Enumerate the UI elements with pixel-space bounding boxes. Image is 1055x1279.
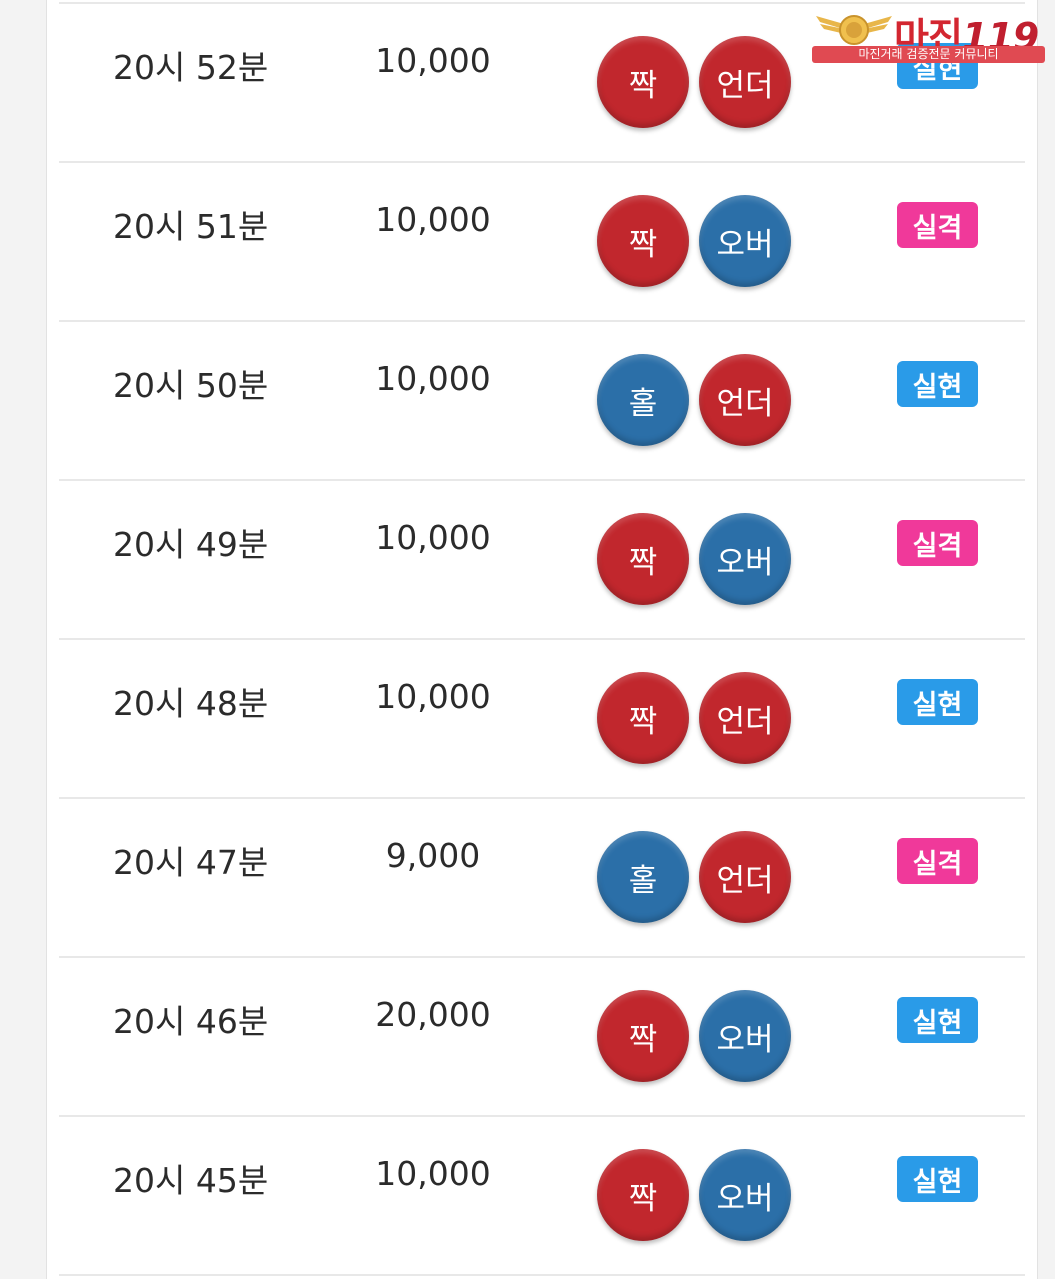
- result-badge: 실격: [897, 838, 978, 884]
- table-row[interactable]: 20시 45분 10,000 짝 오버 실현: [59, 1115, 1025, 1274]
- pick-over-under-chip: 언더: [699, 831, 791, 923]
- bet-amount: 20,000: [375, 995, 491, 1034]
- result-badge: 실현: [897, 679, 978, 725]
- watermark-logo: 마진119 마진거래 검증전문 커뮤니티: [812, 8, 1045, 64]
- pick-odd-even-chip: 짝: [597, 195, 689, 287]
- bet-time: 20시 48분: [113, 684, 269, 723]
- table-row[interactable]: 20시 52분 10,000 짝 언더 실현: [59, 2, 1025, 161]
- pick-over-under-chip: 오버: [699, 195, 791, 287]
- pick-odd-even-chip: 짝: [597, 672, 689, 764]
- table-row[interactable]: 20시 46분 20,000 짝 오버 실현: [59, 956, 1025, 1115]
- bet-amount: 10,000: [375, 359, 491, 398]
- result-badge: 실현: [897, 361, 978, 407]
- pick-odd-even-chip: 짝: [597, 1149, 689, 1241]
- table-row[interactable]: 20시 49분 10,000 짝 오버 실격: [59, 479, 1025, 638]
- bet-amount: 10,000: [375, 1154, 491, 1193]
- row-divider: [59, 1274, 1025, 1279]
- bet-time: 20시 52분: [113, 48, 269, 87]
- result-badge: 실격: [897, 202, 978, 248]
- result-badge: 실격: [897, 520, 978, 566]
- bet-history-list: 20시 52분 10,000 짝 언더 실현 20시 51분 10,000 짝 …: [46, 0, 1038, 1279]
- table-row[interactable]: 20시 47분 9,000 홀 언더 실격: [59, 797, 1025, 956]
- wings-emblem-icon: [816, 15, 892, 45]
- pick-over-under-chip: 언더: [699, 36, 791, 128]
- bet-time: 20시 45분: [113, 1161, 269, 1200]
- bet-time: 20시 47분: [113, 843, 269, 882]
- bet-amount: 10,000: [375, 41, 491, 80]
- bet-time: 20시 46분: [113, 1002, 269, 1041]
- pick-over-under-chip: 오버: [699, 513, 791, 605]
- bet-time: 20시 50분: [113, 366, 269, 405]
- bet-amount: 9,000: [385, 836, 481, 875]
- pick-odd-even-chip: 짝: [597, 513, 689, 605]
- pick-odd-even-chip: 짝: [597, 36, 689, 128]
- table-row[interactable]: 20시 48분 10,000 짝 언더 실현: [59, 638, 1025, 797]
- pick-odd-even-chip: 홀: [597, 831, 689, 923]
- bet-amount: 10,000: [375, 200, 491, 239]
- bet-time: 20시 51분: [113, 207, 269, 246]
- pick-odd-even-chip: 홀: [597, 354, 689, 446]
- logo-subtitle: 마진거래 검증전문 커뮤니티: [812, 46, 1045, 63]
- result-badge: 실현: [897, 1156, 978, 1202]
- pick-over-under-chip: 언더: [699, 354, 791, 446]
- result-badge: 실현: [897, 997, 978, 1043]
- pick-over-under-chip: 오버: [699, 1149, 791, 1241]
- table-row[interactable]: 20시 51분 10,000 짝 오버 실격: [59, 161, 1025, 320]
- pick-over-under-chip: 언더: [699, 672, 791, 764]
- bet-amount: 10,000: [375, 677, 491, 716]
- pick-odd-even-chip: 짝: [597, 990, 689, 1082]
- table-row[interactable]: 20시 50분 10,000 홀 언더 실현: [59, 320, 1025, 479]
- bet-time: 20시 49분: [113, 525, 269, 564]
- bet-amount: 10,000: [375, 518, 491, 557]
- pick-over-under-chip: 오버: [699, 990, 791, 1082]
